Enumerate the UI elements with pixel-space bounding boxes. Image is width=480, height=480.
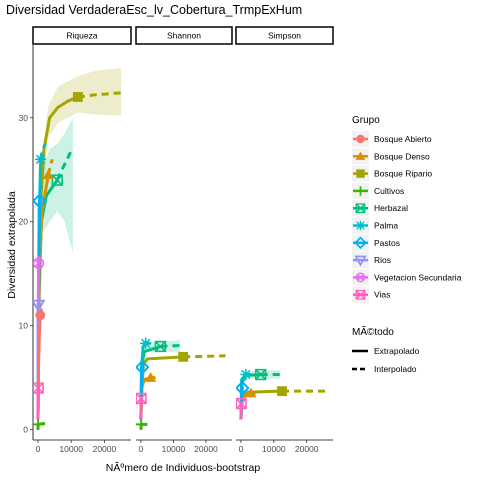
legend-item-pastos: Pastos	[352, 235, 400, 251]
strip-label: Simpson	[268, 31, 301, 41]
legend-item-bosque-denso: Bosque Denso	[352, 148, 430, 164]
strip-label: Riqueza	[66, 31, 97, 41]
legend-item-bosque-abierto: Bosque Abierto	[352, 131, 432, 147]
legend-item-interpolado: Interpolado	[352, 364, 417, 374]
x-tick-label: 10000	[162, 444, 186, 454]
legend-item-extrapolado: Extrapolado	[352, 346, 420, 356]
x-tick-label: 20000	[93, 444, 117, 454]
legend-item-cultivos: Cultivos	[352, 183, 404, 199]
x-tick-label: 0	[36, 444, 41, 454]
point-palma	[140, 338, 151, 349]
legend-label: Rios	[374, 255, 391, 265]
legend-item-vias: Vias	[352, 287, 390, 303]
y-tick-label: 20	[19, 217, 29, 227]
x-axis-title: NÃºmero de Individuos-bootstrap	[106, 461, 261, 474]
line-extrap-bosque-ripario	[183, 356, 225, 357]
x-tick-label: 0	[239, 444, 244, 454]
x-tick-label: 20000	[295, 444, 319, 454]
y-tick-label: 30	[19, 113, 29, 123]
legend-title-metodo: MÃ©todo	[352, 325, 394, 338]
legend-label: Vias	[374, 290, 390, 300]
point-bosque-abierto	[35, 310, 45, 320]
point-cultivos	[136, 419, 147, 430]
x-tick-label: 10000	[59, 444, 83, 454]
legend-label: Bosque Denso	[374, 151, 430, 161]
point-cultivos	[33, 419, 44, 430]
legend-item-herbazal: Herbazal	[352, 200, 408, 216]
legend-item-vegetacion-secundaria: Vegetacion Secundaria	[352, 269, 462, 285]
point-palma	[240, 369, 251, 380]
panel-simpson: Simpson 0 10000 20000	[236, 27, 333, 454]
legend-item-palma: Palma	[352, 218, 398, 234]
x-tick-label: 0	[139, 444, 144, 454]
ribbon-bosque-ripario	[38, 68, 121, 430]
panel-shannon: Shannon 0 10000 20000	[136, 27, 232, 454]
legend-key-shape	[356, 169, 364, 177]
point-bosque-ripario	[178, 352, 188, 362]
legend-key-shape	[356, 135, 364, 143]
legend-key-shape	[356, 221, 366, 231]
legend-label: Palma	[374, 221, 398, 231]
legend-item-bosque-ripario: Bosque Ripario	[352, 166, 432, 182]
legend-label: Interpolado	[374, 364, 417, 374]
legend-label: Extrapolado	[374, 346, 420, 356]
point-bosque-ripario	[73, 92, 83, 102]
x-tick-label: 20000	[194, 444, 218, 454]
legend-title-grupo: Grupo	[352, 115, 380, 126]
legend-label: Bosque Ripario	[374, 169, 432, 179]
legend-label: Herbazal	[374, 203, 408, 213]
y-tick-label: 10	[19, 321, 29, 331]
y-axis-title: Diversidad extrapolada	[6, 191, 18, 299]
point-palma	[35, 154, 46, 165]
legend-label: Cultivos	[374, 186, 404, 196]
legend-label: Bosque Abierto	[374, 134, 432, 144]
y-tick-label: 0	[23, 425, 28, 435]
chart-title: Diversidad VerdaderaEsc_lv_Cobertura_Trm…	[6, 3, 302, 17]
legend-item-rios: Rios	[352, 252, 391, 268]
strip-label: Shannon	[167, 31, 201, 41]
legend-label: Vegetacion Secundaria	[374, 272, 462, 282]
panel-riqueza: Riqueza 0 10000 20000 0 10 20 30	[19, 27, 131, 454]
point-bosque-ripario	[277, 386, 287, 396]
legend-label: Pastos	[374, 238, 400, 248]
x-tick-label: 10000	[262, 444, 286, 454]
